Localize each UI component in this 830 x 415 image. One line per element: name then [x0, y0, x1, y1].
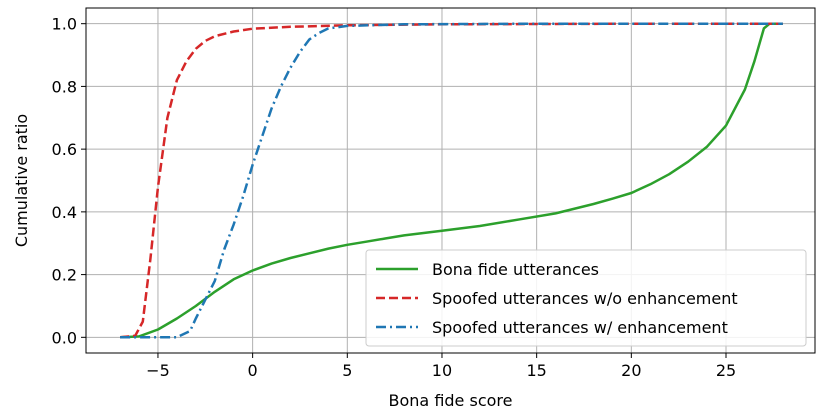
series-line-0 — [120, 22, 783, 339]
y-tick-label: 0.2 — [52, 266, 77, 285]
legend-label-0: Bona fide utterances — [432, 260, 599, 279]
x-tick-label: 5 — [342, 361, 352, 380]
x-tick-label: −5 — [146, 361, 170, 380]
legend-label-1: Spoofed utterances w/o enhancement — [432, 289, 738, 308]
y-tick-label: 0.8 — [52, 77, 77, 96]
x-tick-label: 20 — [621, 361, 641, 380]
y-tick-label: 0.6 — [52, 140, 77, 159]
y-axis-ticks: 0.0 0.2 0.4 0.6 0.8 1.0 — [52, 15, 86, 347]
y-tick-label: 1.0 — [52, 15, 77, 34]
series-lines — [119, 22, 783, 339]
legend: Bona fide utterances Spoofed utterances w… — [365, 249, 807, 347]
x-axis-ticks: −5 0 5 10 15 20 25 — [146, 353, 736, 380]
y-tick-label: 0.4 — [52, 203, 77, 222]
legend-box — [365, 249, 807, 347]
plot-frame — [85, 7, 816, 354]
series-line-2 — [120, 22, 783, 339]
x-tick-label: 0 — [248, 361, 258, 380]
x-axis-label: Bona fide score — [389, 391, 513, 410]
legend-label-2: Spoofed utterances w/ enhancement — [432, 318, 728, 337]
x-tick-label: 25 — [716, 361, 736, 380]
x-tick-label: 15 — [526, 361, 546, 380]
x-tick-label: 10 — [432, 361, 452, 380]
y-axis-label: Cumulative ratio — [12, 114, 31, 247]
y-tick-label: 0.0 — [52, 328, 77, 347]
